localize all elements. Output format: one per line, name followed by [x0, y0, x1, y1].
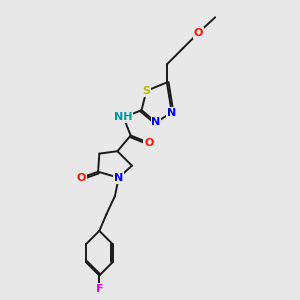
- Text: F: F: [96, 284, 103, 294]
- Text: N: N: [152, 117, 161, 127]
- Text: S: S: [142, 86, 150, 96]
- Text: O: O: [194, 28, 203, 38]
- Text: O: O: [144, 138, 154, 148]
- Text: NH: NH: [114, 112, 133, 122]
- Text: N: N: [167, 108, 176, 118]
- Text: N: N: [114, 173, 123, 183]
- Text: O: O: [76, 173, 86, 183]
